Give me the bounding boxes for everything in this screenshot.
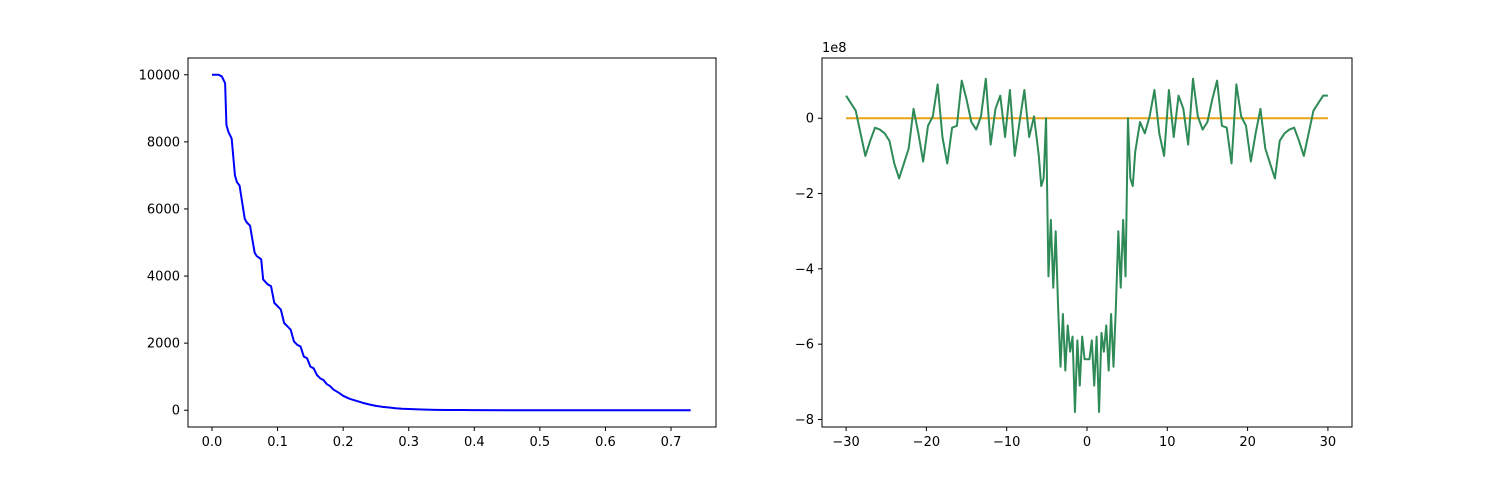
series-line-0 (212, 73, 691, 412)
x-tick-label: 0.1 (267, 435, 288, 450)
y-tick-label: 0 (172, 404, 180, 419)
y-tick-label: −8 (795, 413, 814, 428)
x-tick-label: −30 (832, 435, 859, 450)
plot-frame (187, 57, 717, 428)
x-tick-label: 0.0 (202, 435, 223, 450)
x-tick-label: 0.6 (595, 435, 616, 450)
x-tick-label: 0.2 (333, 435, 354, 450)
y-axis-offset-label: 1e8 (822, 41, 847, 56)
x-tick-label: 0.4 (464, 435, 485, 450)
y-tick-label: 6000 (147, 202, 180, 217)
y-tick-label: −4 (795, 262, 814, 277)
series-line-1 (845, 77, 1328, 413)
y-tick-label: 8000 (147, 135, 180, 150)
x-tick-label: 0.5 (530, 435, 551, 450)
x-tick-label: −20 (913, 435, 940, 450)
y-tick-label: 0 (806, 112, 814, 127)
x-tick-label: −10 (993, 435, 1020, 450)
x-tick-label: 10 (1159, 435, 1176, 450)
x-tick-label: 0.3 (398, 435, 419, 450)
left-chart: 0.0 0.1 0.2 0.3 0.4 0.5 0.6 0.7 0 2000 4000 6000 800… (139, 57, 717, 450)
x-tick-label: 20 (1239, 435, 1256, 450)
y-tick-label: 4000 (147, 270, 180, 285)
x-tick-label: 30 (1320, 435, 1337, 450)
y-tick-label: 10000 (139, 68, 180, 83)
y-tick-label: −6 (795, 338, 814, 353)
y-tick-label: 2000 (147, 337, 180, 352)
right-chart: −30 −20 −10 0 10 20 30 0 −2 −4 −6 −8 (795, 57, 1353, 450)
x-tick-label: 0 (1083, 435, 1091, 450)
x-tick-label: 0.7 (661, 435, 682, 450)
y-tick-label: −2 (795, 187, 814, 202)
